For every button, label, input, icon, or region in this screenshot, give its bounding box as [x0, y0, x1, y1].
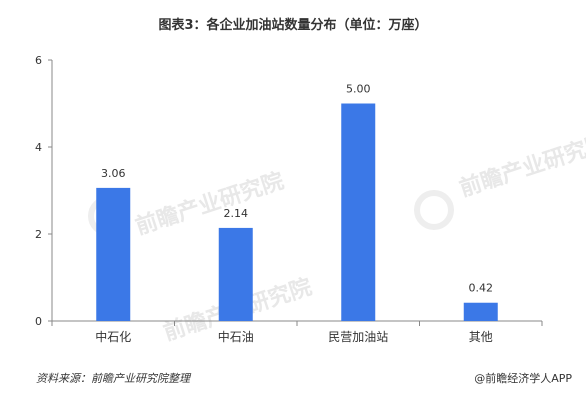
credit-note: @前瞻经济学人APP: [474, 372, 572, 385]
bar: [463, 302, 498, 321]
y-tick-label: 0: [35, 315, 42, 328]
bar: [96, 187, 131, 321]
bar: [341, 103, 376, 321]
data-label: 5.00: [346, 83, 371, 96]
data-label: 3.06: [101, 167, 126, 180]
y-tick-label: 6: [35, 54, 42, 67]
x-tick-label: 中石化: [95, 329, 131, 344]
y-tick-label: 4: [35, 141, 42, 154]
x-tick-label: 中石油: [218, 329, 254, 344]
x-tick-label: 其他: [469, 330, 493, 344]
watermark-logo-icon: [414, 190, 454, 230]
data-label: 0.42: [469, 282, 494, 295]
data-label: 2.14: [224, 207, 249, 220]
y-tick-label: 2: [35, 228, 42, 241]
chart-title: 图表3：各企业加油站数量分布（单位：万座）: [158, 18, 428, 33]
bar: [218, 227, 253, 321]
source-note: 资料来源：前瞻产业研究院整理: [36, 372, 190, 385]
x-tick-label: 民营加油站: [328, 330, 388, 344]
